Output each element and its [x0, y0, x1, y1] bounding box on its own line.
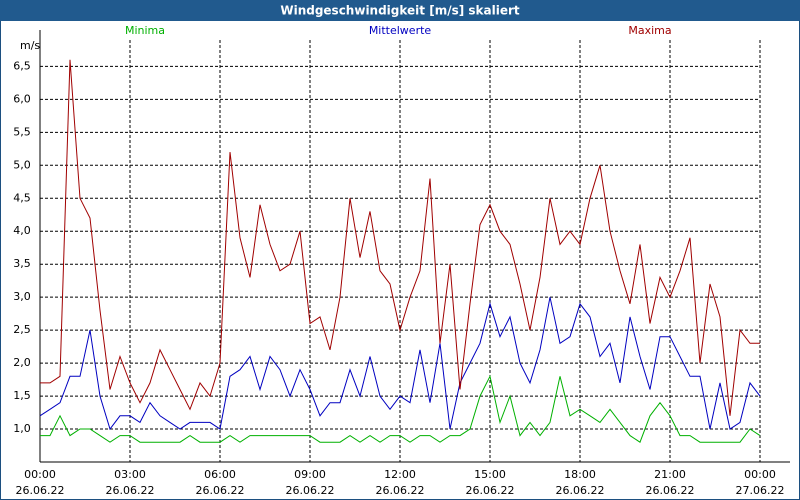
series-line [40, 374, 761, 443]
y-tick-label: 5,0 [13, 158, 31, 171]
x-tick-label: 06:00 [204, 468, 236, 481]
x-tick-label: 00:00 [744, 468, 776, 481]
legend-entry: Mittelwerte [369, 24, 432, 37]
x-tick-label: 03:00 [114, 468, 146, 481]
y-tick-label: 4,0 [13, 224, 31, 237]
x-tick-date: 26.06.22 [556, 484, 605, 497]
y-tick-label: 6,0 [13, 92, 31, 105]
x-tick-label: 18:00 [564, 468, 596, 481]
x-tick-date: 26.06.22 [16, 484, 65, 497]
x-tick-label: 15:00 [474, 468, 506, 481]
x-tick-date: 26.06.22 [646, 484, 695, 497]
x-tick-label: 00:00 [24, 468, 56, 481]
x-tick-date: 26.06.22 [106, 484, 155, 497]
title-bar [0, 0, 800, 21]
x-tick-date: 26.06.22 [376, 484, 425, 497]
x-tick-date: 26.06.22 [466, 484, 515, 497]
x-tick-date: 27.06.22 [736, 484, 785, 497]
y-tick-label: 1,5 [13, 389, 31, 402]
x-tick-label: 09:00 [294, 468, 326, 481]
y-tick-label: 2,5 [13, 323, 31, 336]
y-tick-label: 1,0 [13, 422, 31, 435]
x-tick-date: 26.06.22 [286, 484, 335, 497]
y-tick-label: 2,0 [13, 356, 31, 369]
x-tick-date: 26.06.22 [196, 484, 245, 497]
series-line [39, 297, 761, 431]
y-tick-label: 6,5 [13, 59, 31, 72]
series-line [40, 59, 760, 416]
y-tick-label: 3,0 [13, 290, 31, 303]
legend-entry: Maxima [628, 24, 671, 37]
y-tick-label: 3,5 [13, 257, 31, 270]
chart-title: Windgeschwindigkeit [m/s] skaliert [280, 4, 520, 18]
y-tick-label: 4,5 [13, 191, 31, 204]
x-tick-label: 12:00 [384, 468, 416, 481]
x-tick-label: 21:00 [654, 468, 686, 481]
y-axis-label: m/s [20, 39, 40, 52]
y-tick-label: 5,5 [13, 125, 31, 138]
legend-entry: Minima [125, 24, 165, 37]
